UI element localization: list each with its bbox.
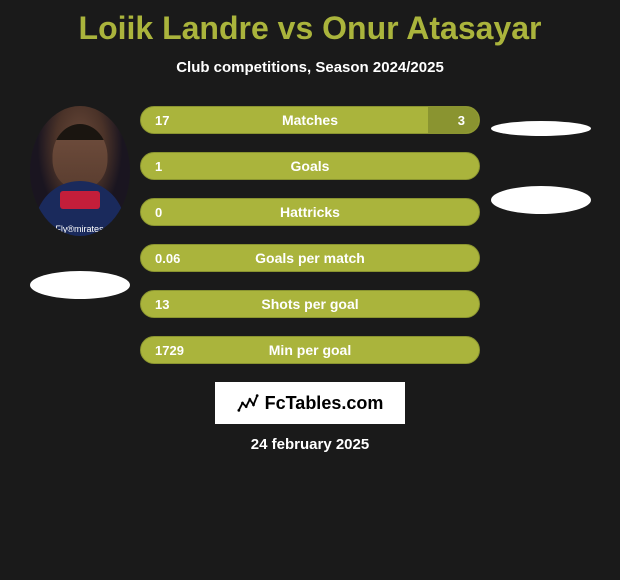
date-text: 24 february 2025 [251,436,369,453]
avatar-jersey [35,181,125,236]
stat-bar: 13 Shots per goal [140,290,480,318]
stat-label: Shots per goal [261,296,358,312]
stat-left-value: 0.06 [155,251,180,266]
stat-left-value: 1729 [155,343,184,358]
stat-bar: 0.06 Goals per match [140,244,480,272]
page-title: Loiik Landre vs Onur Atasayar [0,10,620,47]
stat-bar: 17 Matches 3 [140,106,480,134]
stat-bar-right-fill [428,107,479,133]
stat-right-value: 3 [458,113,465,128]
stat-label: Goals per match [255,250,365,266]
stats-column: 17 Matches 3 1 Goals 0 Hattricks 0.06 Goals per … [140,106,480,364]
player-left-name-badge [30,271,130,299]
comparison-area: 17 Matches 3 1 Goals 0 Hattricks 0.06 Goals per … [0,106,620,364]
player-right-avatar-placeholder [491,121,591,136]
stat-left-value: 13 [155,297,169,312]
stat-bar: 0 Hattricks [140,198,480,226]
stat-left-value: 0 [155,205,162,220]
stat-left-value: 1 [155,159,162,174]
stat-bar: 1729 Min per goal [140,336,480,364]
stat-label: Hattricks [280,204,340,220]
player-left-avatar [30,106,130,236]
stat-label: Matches [282,112,338,128]
comparison-card: Loiik Landre vs Onur Atasayar Club compe… [0,0,620,580]
stat-label: Goals [291,158,330,174]
stat-label: Min per goal [269,342,351,358]
subtitle: Club competitions, Season 2024/2025 [0,59,620,76]
player-right-column [488,106,593,214]
stat-left-value: 17 [155,113,169,128]
player-right-name-badge [491,186,591,214]
logo-text: FcTables.com [265,393,384,414]
footer: FcTables.com 24 february 2025 [0,382,620,453]
stat-bar: 1 Goals [140,152,480,180]
logo-box[interactable]: FcTables.com [215,382,406,424]
avatar-head [52,124,107,189]
player-left-column [27,106,132,299]
fctables-icon [237,392,259,414]
avatar-image [30,106,130,236]
